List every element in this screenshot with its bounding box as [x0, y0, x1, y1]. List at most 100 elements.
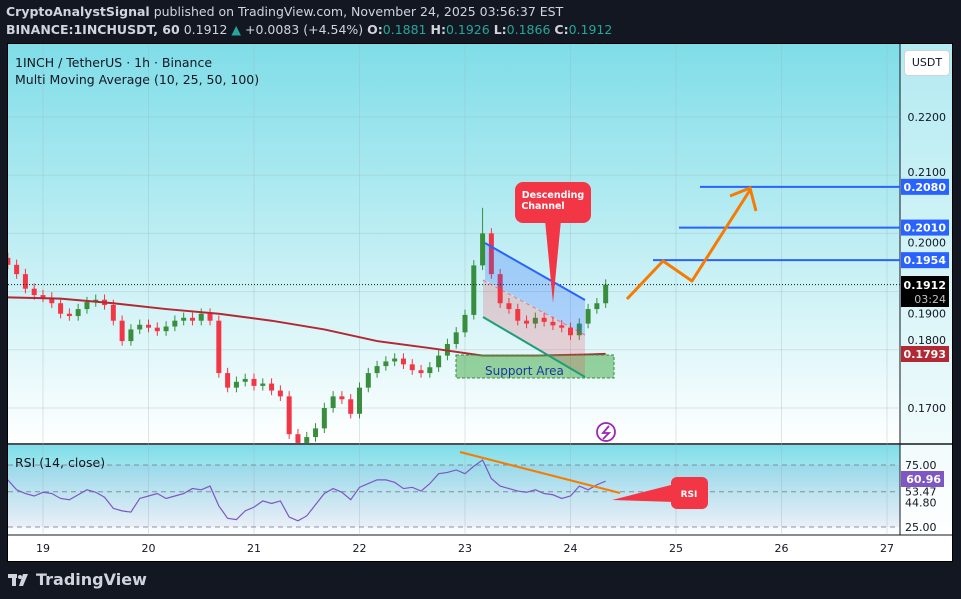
rsi-value-label: 60.96 [906, 473, 941, 486]
candle-body [515, 309, 521, 321]
price-pane[interactable] [8, 44, 900, 443]
target-level-label: 0.1954 [904, 254, 947, 267]
time-tick-label: 20 [142, 542, 156, 555]
price-tick-label: 0.1700 [908, 402, 947, 415]
candle-body [524, 320, 530, 324]
candle-body [488, 233, 494, 275]
candle-body [172, 320, 178, 327]
candle-body [392, 358, 398, 362]
candle-body [313, 428, 319, 438]
candle-body [225, 373, 231, 388]
candle-body [427, 367, 433, 374]
open-label: O: [367, 22, 383, 37]
countdown-label: 03:24 [914, 293, 946, 306]
publish-text: published on TradingView.com, November 2… [153, 4, 564, 19]
candle-body [189, 317, 195, 321]
rsi-tick-label: 25.00 [905, 521, 937, 534]
rsi-line [8, 459, 606, 522]
time-tick-label: 25 [669, 542, 683, 555]
callout-pointer [545, 220, 561, 303]
rsi-value-badge [901, 471, 944, 487]
candle-body [277, 390, 283, 397]
rsi-pane[interactable] [8, 445, 900, 535]
lightning-bolt [601, 425, 612, 440]
candle-body [22, 274, 28, 289]
low-label: L: [493, 22, 507, 37]
candle-body [66, 313, 72, 317]
ma-badge [901, 346, 949, 362]
time-tick-label: 19 [36, 542, 50, 555]
candle-body [365, 373, 371, 388]
candle-body [260, 383, 266, 386]
publish-info: CryptoAnalystSignal published on Trading… [6, 4, 563, 19]
rsi-callout [671, 477, 708, 509]
time-tick-label: 24 [564, 542, 578, 555]
tradingview-logo-icon [8, 573, 28, 586]
rsi-callout-text: RSI [681, 490, 698, 500]
high-label: H: [430, 22, 446, 37]
currency-unit-button[interactable]: USDT [904, 50, 950, 76]
candle-body [75, 309, 81, 317]
tradingview-logo[interactable]: TradingView [8, 570, 147, 589]
candle-body [532, 317, 538, 324]
high-value: 0.1926 [445, 22, 490, 37]
chart-title[interactable]: 1INCH / TetherUS · 1h · Binance [15, 55, 213, 70]
candle-body [110, 304, 116, 321]
candle-body [137, 324, 143, 330]
candle-body [374, 366, 380, 374]
time-tick-label: 23 [458, 542, 472, 555]
candle-body [383, 361, 389, 367]
candle-body [146, 324, 151, 328]
channel-lower-fill [483, 280, 585, 377]
rsi-tick-label: 53.47 [905, 486, 937, 499]
rsi-legend[interactable]: RSI (14, close) [15, 455, 106, 470]
support-area-label: Support Area [485, 364, 564, 378]
candle-body [58, 303, 64, 314]
time-tick-label: 22 [353, 542, 367, 555]
target-level-badge [901, 252, 949, 269]
last-price: 0.1912 [183, 22, 228, 37]
candle-body [154, 327, 160, 332]
price-tick-label: 0.2000 [908, 236, 947, 249]
rsi-band [8, 465, 900, 527]
candle-body [348, 399, 354, 414]
last-price-label: 0.1912 [904, 279, 946, 292]
price-tick-label: 0.2200 [908, 111, 947, 124]
candle-body [339, 396, 345, 400]
candle-body [163, 326, 169, 332]
candle-body [409, 364, 415, 371]
candle-body [242, 378, 248, 382]
target-level-label: 0.2010 [904, 222, 947, 235]
candle-body [49, 297, 55, 304]
candle-body [462, 314, 468, 333]
author-name[interactable]: CryptoAnalystSignal [6, 4, 150, 19]
close-label: C: [554, 22, 569, 37]
candle-body [304, 437, 310, 443]
channel-upper-fill [485, 243, 585, 335]
candle-body [559, 325, 565, 328]
candle-body [40, 295, 46, 298]
last-price-badge [901, 276, 949, 307]
candle-body [357, 387, 362, 414]
candle-body [480, 233, 486, 266]
candle-body [286, 396, 292, 435]
candle-body [568, 327, 573, 336]
candle-body [436, 355, 442, 368]
arrow-head-icon [729, 185, 758, 212]
candle-body [8, 257, 11, 265]
channel-callout [515, 182, 591, 223]
indicator-legend[interactable]: Multi Moving Average (10, 25, 50, 100) [15, 72, 260, 87]
candle-body [14, 264, 20, 275]
candle-body [207, 313, 213, 321]
channel-mid-line [482, 279, 586, 336]
candle-body [506, 303, 512, 310]
price-tick-label: 0.1900 [908, 308, 947, 321]
up-triangle-icon: ▲ [231, 22, 242, 37]
candle-body [198, 313, 204, 321]
candle-body [594, 303, 600, 310]
time-tick-label: 21 [247, 542, 261, 555]
symbol-info: BINANCE:1INCHUSDT, 60 0.1912 ▲ +0.0083 (… [6, 22, 612, 37]
candle-body [585, 309, 591, 324]
channel-callout-text: Descending Channel [521, 190, 584, 212]
